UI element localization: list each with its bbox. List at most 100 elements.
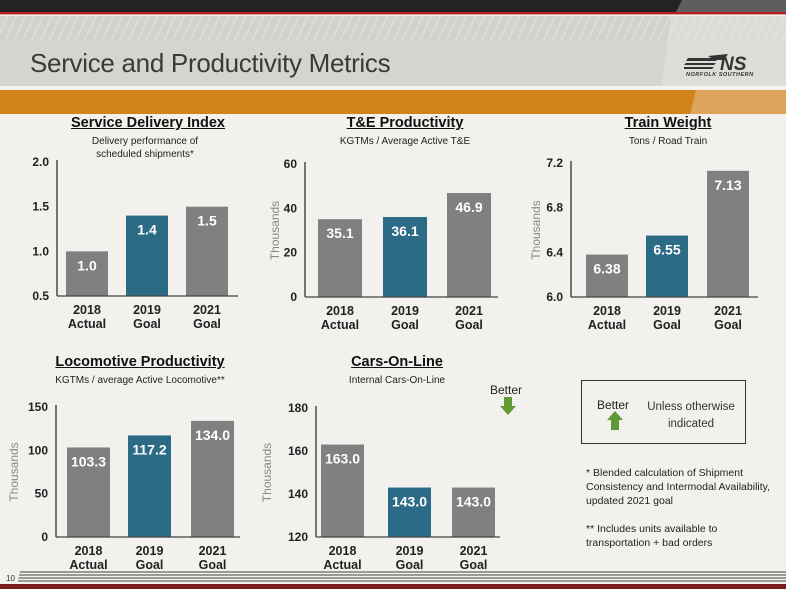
chart-title-cars-on-line: Cars-On-Line xyxy=(351,354,443,370)
y-tick-label: 1.0 xyxy=(32,244,49,258)
y-axis-label: Thousands xyxy=(268,201,282,260)
x-tick-label: 2018 xyxy=(329,544,357,558)
x-tick-label: 2019 xyxy=(136,544,164,558)
bar xyxy=(126,215,168,296)
y-tick-label: 60 xyxy=(284,157,298,171)
bar-value-label: 103.3 xyxy=(71,453,106,469)
chart-title-locomotive-productivity: Locomotive Productivity xyxy=(55,354,225,370)
x-tick-label: Actual xyxy=(69,558,107,572)
bar xyxy=(586,254,628,297)
cars-better-label: Better xyxy=(490,383,523,397)
chart-subtitle-service-delivery-index: Delivery performance of scheduled shipme… xyxy=(91,136,199,160)
top-bar xyxy=(0,0,786,12)
bar xyxy=(128,435,171,537)
y-tick-label: 50 xyxy=(35,487,49,501)
bar-value-label: 143.0 xyxy=(456,494,491,510)
header-band-accent xyxy=(661,16,786,86)
legend-better-label: Better xyxy=(597,398,630,412)
x-tick-label: 2019 xyxy=(391,304,419,318)
x-tick-label: 2018 xyxy=(75,544,103,558)
x-tick-label: 2019 xyxy=(396,544,424,558)
x-tick-label: 2019 xyxy=(653,304,681,318)
bar-value-label: 35.1 xyxy=(326,225,353,241)
y-tick-label: 6.4 xyxy=(546,245,563,259)
x-tick-label: 2018 xyxy=(326,304,354,318)
header-hatch-pattern xyxy=(0,16,786,40)
x-tick-label: Goal xyxy=(653,318,681,332)
chart-subtitle-cars-on-line: Internal Cars-On-Line xyxy=(348,375,446,386)
x-tick-label: 2021 xyxy=(714,304,742,318)
x-tick-label: Goal xyxy=(391,318,419,332)
bar xyxy=(66,251,108,296)
bar-value-label: 7.13 xyxy=(714,177,741,193)
footnote-2: ** Includes units available to transport… xyxy=(586,523,718,549)
y-tick-label: 140 xyxy=(288,487,308,501)
y-axis-label: Thousands xyxy=(529,200,543,259)
y-tick-label: 6.8 xyxy=(546,201,563,215)
x-tick-label: Actual xyxy=(321,318,359,332)
y-tick-label: 0.5 xyxy=(32,289,49,303)
bar xyxy=(186,206,228,296)
legend-box: Better Unless otherwise indicated xyxy=(581,380,746,444)
x-tick-label: Goal xyxy=(199,558,227,572)
bar-value-label: 1.0 xyxy=(77,257,97,273)
x-tick-label: Actual xyxy=(588,318,626,332)
x-tick-label: Goal xyxy=(193,317,221,331)
x-tick-label: Goal xyxy=(455,318,483,332)
bar-value-label: 143.0 xyxy=(392,494,427,510)
bar-value-label: 1.4 xyxy=(137,222,157,238)
down-arrow-icon xyxy=(500,397,516,415)
y-axis-label: Thousands xyxy=(7,442,21,501)
bar-value-label: 1.5 xyxy=(197,213,217,229)
x-tick-label: 2019 xyxy=(133,303,161,317)
chart-subtitle-train-weight: Tons / Road Train xyxy=(628,136,708,147)
footer-red-bar xyxy=(0,584,786,589)
y-tick-label: 20 xyxy=(284,246,298,260)
bar xyxy=(321,444,364,537)
x-tick-label: Goal xyxy=(714,318,742,332)
bar xyxy=(707,170,749,297)
chart-title-te-productivity: T&E Productivity xyxy=(346,115,464,131)
y-tick-label: 160 xyxy=(288,444,308,458)
x-tick-label: Goal xyxy=(460,558,488,572)
y-tick-label: 0 xyxy=(41,530,48,544)
legend-text: Unless otherwise indicated xyxy=(647,401,735,430)
x-tick-label: 2021 xyxy=(193,303,221,317)
chart-title-train-weight: Train Weight xyxy=(624,115,712,131)
y-tick-label: 6.0 xyxy=(546,290,563,304)
bar-value-label: 6.55 xyxy=(653,242,680,258)
y-tick-label: 100 xyxy=(28,443,48,457)
header-band xyxy=(0,40,786,86)
x-tick-label: 2021 xyxy=(199,544,227,558)
orange-band xyxy=(0,90,786,114)
top-bar-accent xyxy=(676,0,786,12)
chart-service-delivery-index: 0.51.01.52.01.02018Actual1.42019Goal1.52… xyxy=(32,155,238,331)
y-axis-label: Thousands xyxy=(260,443,274,502)
bar xyxy=(646,235,688,297)
bar-value-label: 117.2 xyxy=(132,441,166,457)
x-tick-label: Goal xyxy=(396,558,424,572)
y-tick-label: 180 xyxy=(288,401,308,415)
x-tick-label: 2021 xyxy=(455,304,483,318)
y-tick-label: 150 xyxy=(28,400,48,414)
bar xyxy=(447,193,491,297)
orange-band-accent xyxy=(690,90,786,114)
norfolk-southern-logo-icon: NS xyxy=(684,54,747,75)
logo-mark: NS xyxy=(720,54,747,75)
bar xyxy=(318,219,362,297)
bar xyxy=(452,487,495,537)
bar-value-label: 36.1 xyxy=(391,223,418,239)
bar xyxy=(383,216,427,297)
y-tick-label: 7.2 xyxy=(546,156,563,170)
bar xyxy=(191,420,234,537)
y-tick-label: 40 xyxy=(284,201,298,215)
header-divider xyxy=(0,86,786,90)
x-tick-label: Goal xyxy=(136,558,164,572)
bar-value-label: 46.9 xyxy=(455,199,482,215)
bar xyxy=(388,487,431,537)
bar xyxy=(67,447,110,537)
x-tick-label: Goal xyxy=(133,317,161,331)
